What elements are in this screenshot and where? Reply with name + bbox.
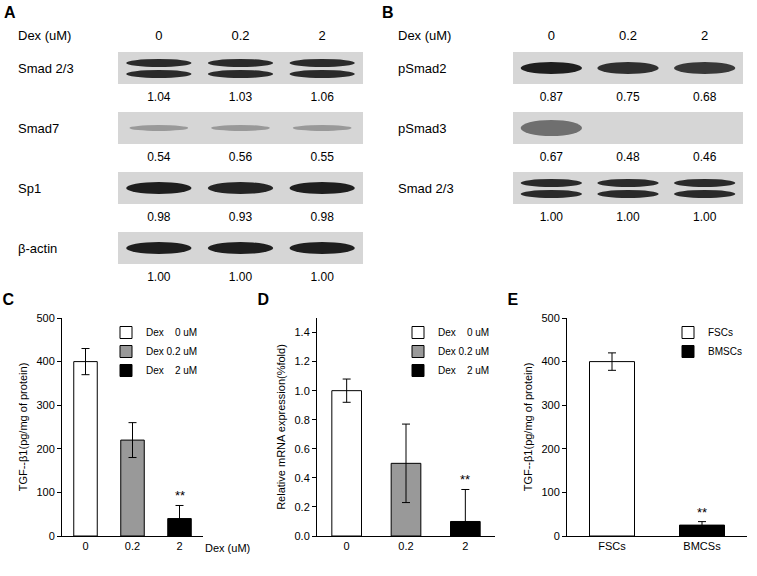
svg-text:Dex (uM): Dex (uM): [398, 28, 451, 43]
svg-text:2: 2: [701, 28, 708, 43]
svg-text:A: A: [4, 4, 16, 21]
svg-text:200: 200: [541, 443, 559, 455]
svg-text:300: 300: [36, 399, 54, 411]
svg-text:2: 2: [462, 540, 468, 552]
svg-text:pSmad3: pSmad3: [398, 121, 446, 136]
svg-text:0: 0: [548, 28, 555, 43]
svg-text:100: 100: [541, 486, 559, 498]
svg-text:1.00: 1.00: [229, 270, 253, 284]
svg-text:2: 2: [319, 28, 326, 43]
svg-text:Dex 0 uM: Dex 0 uM: [438, 327, 489, 338]
svg-text:Sp1: Sp1: [18, 181, 41, 196]
svg-text:100: 100: [36, 486, 54, 498]
svg-text:0: 0: [554, 530, 560, 542]
svg-text:1.00: 1.00: [540, 210, 564, 224]
svg-text:500: 500: [541, 312, 559, 324]
svg-text:1.0: 1.0: [295, 385, 310, 397]
svg-text:Dex 2 uM: Dex 2 uM: [438, 365, 489, 376]
svg-text:TGF--β1(pg/mg of protein): TGF--β1(pg/mg of protein): [17, 363, 29, 492]
svg-text:0: 0: [155, 28, 162, 43]
svg-text:1.00: 1.00: [616, 210, 640, 224]
svg-text:0.4: 0.4: [295, 472, 310, 484]
svg-text:Dex 2 uM: Dex 2 uM: [146, 365, 197, 376]
svg-text:BMCSs: BMCSs: [683, 540, 721, 552]
svg-text:TGF--β1(pg/mg of protein): TGF--β1(pg/mg of protein): [522, 363, 534, 492]
svg-text:2: 2: [176, 540, 182, 552]
svg-text:0.2: 0.2: [295, 501, 310, 513]
svg-text:Smad7: Smad7: [18, 121, 59, 136]
svg-text:0.75: 0.75: [616, 90, 640, 104]
svg-text:1.06: 1.06: [310, 90, 334, 104]
svg-text:200: 200: [36, 443, 54, 455]
svg-text:0.54: 0.54: [147, 150, 171, 164]
svg-text:0.2: 0.2: [231, 28, 249, 43]
svg-text:0.2: 0.2: [398, 540, 413, 552]
svg-text:Dex 0.2 uM: Dex 0.2 uM: [146, 346, 197, 357]
svg-text:C: C: [3, 291, 15, 308]
svg-text:1.2: 1.2: [295, 355, 310, 367]
svg-text:Dex 0.2 uM: Dex 0.2 uM: [438, 346, 489, 357]
svg-text:400: 400: [36, 355, 54, 367]
svg-text:0.48: 0.48: [616, 150, 640, 164]
svg-text:0.8: 0.8: [295, 414, 310, 426]
svg-text:0.67: 0.67: [540, 150, 564, 164]
svg-text:0.68: 0.68: [693, 90, 717, 104]
svg-text:1.04: 1.04: [147, 90, 171, 104]
svg-text:0.87: 0.87: [540, 90, 564, 104]
svg-text:1.00: 1.00: [310, 270, 334, 284]
svg-text:FSCs: FSCs: [708, 327, 733, 338]
svg-text:**: **: [460, 472, 470, 487]
svg-text:Dex (uM): Dex (uM): [18, 28, 71, 43]
svg-text:pSmad2: pSmad2: [398, 61, 446, 76]
svg-text:0.2: 0.2: [619, 28, 637, 43]
svg-text:BMSCs: BMSCs: [708, 346, 742, 357]
svg-text:1.03: 1.03: [229, 90, 253, 104]
svg-text:**: **: [697, 505, 707, 520]
svg-text:Relative mRNA expression(%fold: Relative mRNA expression(%fold): [275, 344, 287, 510]
svg-text:0.98: 0.98: [310, 210, 334, 224]
svg-text:Dex 0 uM: Dex 0 uM: [146, 327, 197, 338]
svg-text:1.00: 1.00: [693, 210, 717, 224]
svg-text:D: D: [258, 291, 270, 308]
svg-text:0: 0: [82, 540, 88, 552]
svg-text:400: 400: [541, 355, 559, 367]
svg-text:0.56: 0.56: [229, 150, 253, 164]
svg-text:**: **: [175, 488, 185, 503]
svg-text:E: E: [508, 291, 519, 308]
svg-text:β-actin: β-actin: [18, 241, 57, 256]
svg-text:0.55: 0.55: [310, 150, 334, 164]
svg-text:300: 300: [541, 399, 559, 411]
svg-text:0.46: 0.46: [693, 150, 717, 164]
svg-text:1.00: 1.00: [147, 270, 171, 284]
svg-text:Smad 2/3: Smad 2/3: [398, 181, 454, 196]
svg-text:0.98: 0.98: [147, 210, 171, 224]
svg-text:0.6: 0.6: [295, 443, 310, 455]
svg-text:0.93: 0.93: [229, 210, 253, 224]
svg-text:0.2: 0.2: [125, 540, 140, 552]
svg-text:Dex (uM): Dex (uM): [205, 542, 250, 554]
svg-text:FSCs: FSCs: [598, 540, 626, 552]
svg-text:B: B: [382, 4, 394, 21]
svg-text:0: 0: [344, 540, 350, 552]
svg-text:Smad 2/3: Smad 2/3: [18, 61, 74, 76]
svg-text:0: 0: [49, 530, 55, 542]
svg-text:1.4: 1.4: [295, 326, 310, 338]
svg-text:500: 500: [36, 312, 54, 324]
svg-text:0.0: 0.0: [295, 530, 310, 542]
